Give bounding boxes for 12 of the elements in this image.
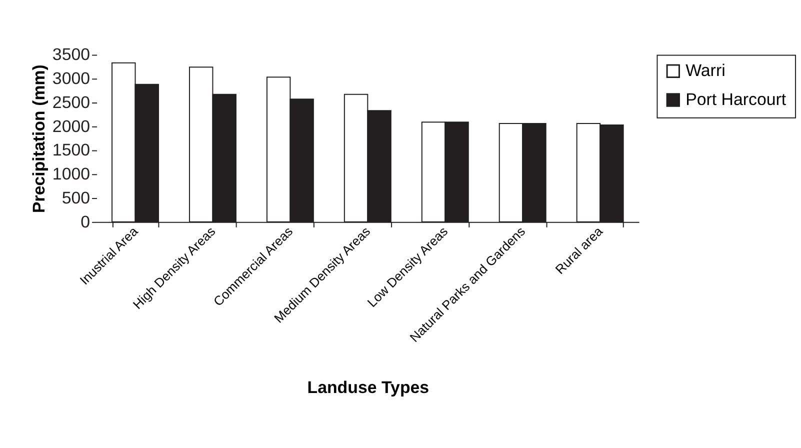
y-tick-label: 500 [62, 188, 90, 208]
x-axis-title: Landuse Types [307, 378, 430, 397]
y-axis-title: Precipitation (mm) [29, 64, 48, 214]
y-tick-label: 0 [80, 212, 90, 232]
y-tick-label: 2500 [52, 92, 90, 112]
legend-label: Port Harcourt [686, 90, 786, 109]
y-tick-label: 2000 [52, 116, 90, 136]
y-tick-label: 1500 [52, 140, 90, 160]
y-tick-label: 1000 [52, 164, 90, 184]
y-tick-label: 3500 [52, 45, 90, 64]
legend-label: Warri [686, 61, 726, 80]
y-tick-label: 3000 [52, 69, 90, 88]
